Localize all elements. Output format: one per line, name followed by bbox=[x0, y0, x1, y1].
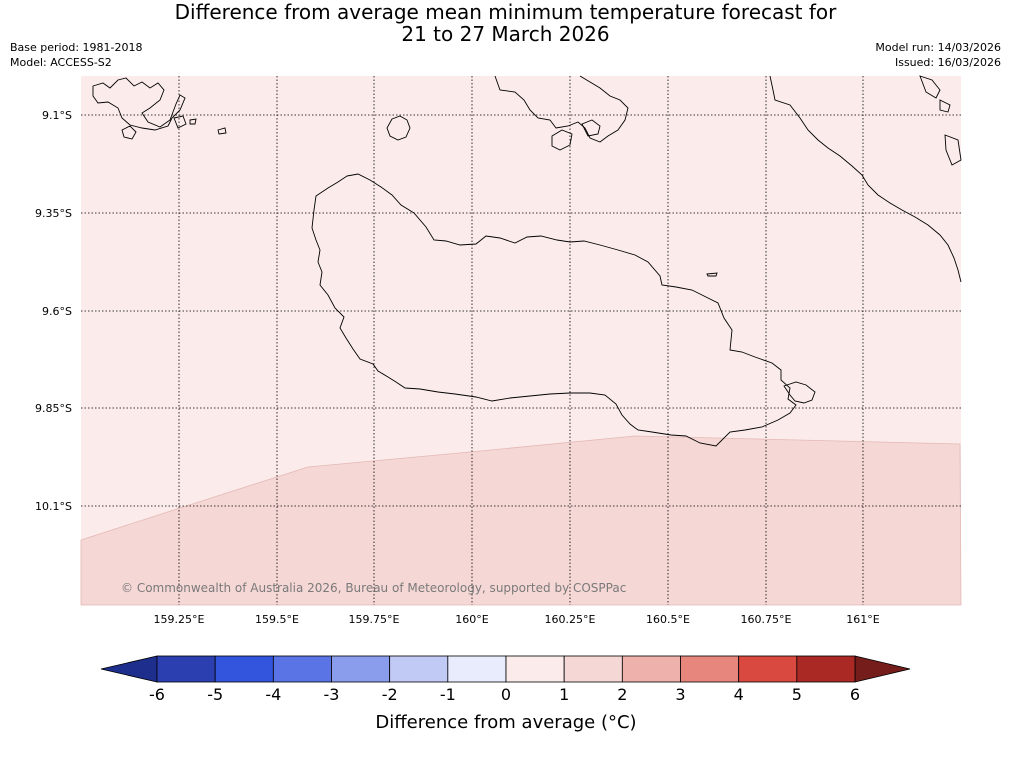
colorbar-swatch bbox=[214, 655, 274, 683]
lon-labels: 159.25°E 159.5°E 159.75°E 160°E 160.25°E… bbox=[154, 613, 880, 626]
colorbar-swatch bbox=[796, 655, 856, 683]
colorbar-swatch bbox=[389, 655, 449, 683]
colorbar-tick-label: 2 bbox=[617, 685, 627, 704]
lat-label: 9.35°S bbox=[35, 207, 72, 220]
model-label: Model: ACCESS-S2 bbox=[10, 56, 112, 69]
colorbar-swatch bbox=[505, 655, 565, 683]
lon-label: 159.5°E bbox=[255, 613, 299, 626]
colorbar-tick-label: 0 bbox=[501, 685, 511, 704]
colorbar-tick-label: -6 bbox=[149, 685, 165, 704]
colorbar-title: Difference from average (°C) bbox=[375, 712, 636, 733]
lat-label: 10.1°S bbox=[35, 500, 72, 513]
meta-left: Base period: 1981-2018 Model: ACCESS-S2 bbox=[10, 40, 142, 70]
lon-label: 160.75°E bbox=[741, 613, 792, 626]
colorbar-tick-label: 6 bbox=[850, 685, 860, 704]
ne-islet-3 bbox=[944, 134, 962, 166]
islet-east-inlet bbox=[783, 381, 816, 404]
lon-label: 159.25°E bbox=[154, 613, 205, 626]
nc-islet-2 bbox=[581, 119, 601, 137]
colorbar-tick-label: -5 bbox=[207, 685, 223, 704]
colorbar-swatch bbox=[621, 655, 681, 683]
meta-right: Model run: 14/03/2026 Issued: 16/03/2026 bbox=[875, 40, 1001, 70]
nw-islet-4 bbox=[217, 127, 227, 135]
lat-label: 9.6°S bbox=[42, 305, 72, 318]
ne-coastline bbox=[769, 75, 962, 283]
colorbar: -6 -5 -4 -3 -2 -1 0 1 2 3 4 5 6 Difference from aver… bbox=[100, 655, 911, 733]
nw-coastline bbox=[92, 77, 186, 131]
ne-islet-1 bbox=[919, 75, 941, 99]
colorbar-tick-label: 4 bbox=[734, 685, 744, 704]
colorbar-swatch bbox=[272, 655, 332, 683]
lon-label: 159.75°E bbox=[349, 613, 400, 626]
colorbar-swatch bbox=[156, 655, 216, 683]
colorbar-extend-low bbox=[100, 655, 158, 683]
colorbar-swatch bbox=[738, 655, 798, 683]
issued-label: Issued: 16/03/2026 bbox=[894, 56, 1001, 69]
colorbar-tick-label: -3 bbox=[324, 685, 340, 704]
colorbar-tick-label: 5 bbox=[792, 685, 802, 704]
islet-small bbox=[706, 272, 718, 277]
lon-label: 160.25°E bbox=[545, 613, 596, 626]
lon-label: 160.5°E bbox=[646, 613, 690, 626]
title-line-1: Difference from average mean minimum tem… bbox=[174, 0, 837, 24]
ne-islet-2 bbox=[939, 99, 951, 113]
colorbar-swatch bbox=[563, 655, 623, 683]
base-period-label: Base period: 1981-2018 bbox=[10, 41, 143, 54]
colorbar-tick-label: 3 bbox=[675, 685, 685, 704]
nw-islet-1 bbox=[121, 125, 137, 140]
lon-label: 160°E bbox=[455, 613, 488, 626]
map-title: Difference from average mean minimum tem… bbox=[0, 1, 1011, 45]
nw-islet-2 bbox=[173, 115, 187, 129]
gridlines bbox=[81, 76, 961, 605]
copyright-notice: © Commonwealth of Australia 2026, Bureau… bbox=[121, 581, 626, 595]
round-islet bbox=[386, 115, 411, 141]
lat-label: 9.85°S bbox=[35, 402, 72, 415]
nc-islet-1 bbox=[551, 129, 573, 151]
lat-labels: 9.1°S 9.35°S 9.6°S 9.85°S 10.1°S bbox=[35, 109, 72, 513]
colorbar-extend-high bbox=[854, 655, 911, 683]
lon-label: 161°E bbox=[846, 613, 879, 626]
colorbar-swatch bbox=[447, 655, 507, 683]
colorbar-tick-label: -1 bbox=[440, 685, 456, 704]
colorbar-tick-label: 1 bbox=[559, 685, 569, 704]
colorbar-swatch bbox=[331, 655, 391, 683]
main-island-coastline bbox=[311, 173, 797, 447]
title-line-2: 21 to 27 March 2026 bbox=[401, 22, 610, 46]
colorbar-swatch bbox=[680, 655, 740, 683]
nc-coastline bbox=[494, 75, 629, 143]
colorbar-tick-label: -2 bbox=[382, 685, 398, 704]
colorbar-tick-label: -4 bbox=[265, 685, 281, 704]
model-run-label: Model run: 14/03/2026 bbox=[875, 41, 1001, 54]
nw-islet-3 bbox=[189, 118, 197, 125]
coastlines bbox=[92, 75, 962, 447]
lat-label: 9.1°S bbox=[42, 109, 72, 122]
